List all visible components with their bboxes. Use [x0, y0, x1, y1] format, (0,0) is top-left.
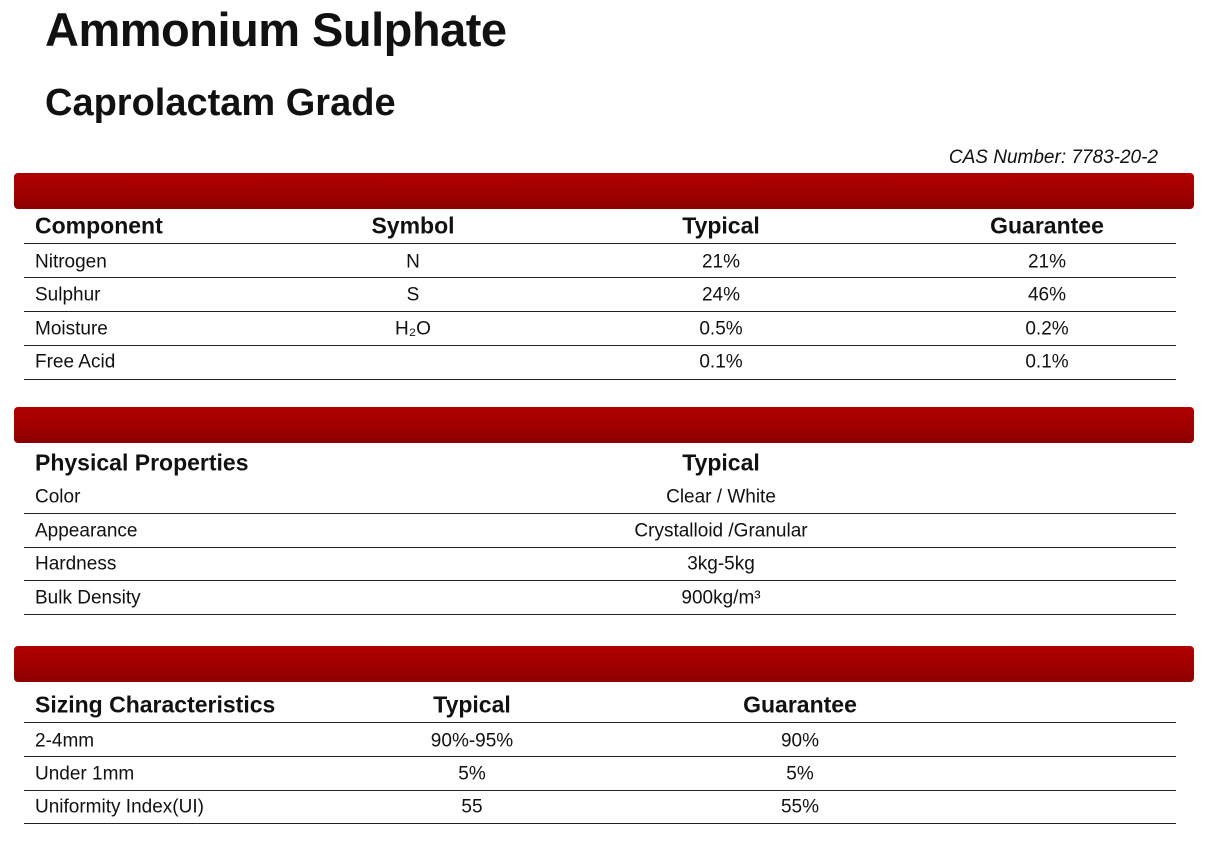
column-header: Guarantee: [990, 212, 1104, 239]
column-header: Typical: [682, 212, 760, 239]
section-bar: [14, 173, 1194, 209]
row-divider: [24, 379, 1176, 380]
row-label: Color: [35, 486, 81, 508]
row-divider: [24, 823, 1176, 824]
column-header: Component: [35, 212, 163, 239]
cell-value: 90%-95%: [430, 730, 514, 752]
cell-value: 3kg-5kg: [687, 553, 755, 575]
row-divider: [24, 722, 1176, 723]
column-header: Symbol: [371, 212, 455, 239]
column-header: Guarantee: [743, 691, 857, 718]
row-divider: [24, 580, 1176, 581]
cell-value: S: [406, 284, 420, 306]
cell-value: 90%: [780, 730, 820, 752]
row-label: Hardness: [35, 553, 117, 575]
cas-number: CAS Number: 7783-20-2: [948, 147, 1158, 168]
cell-value: 900kg/m³: [681, 587, 761, 609]
row-label: 2-4mm: [35, 730, 95, 752]
column-header: Typical: [433, 691, 511, 718]
cell-value: 55%: [780, 796, 820, 818]
row-divider: [24, 790, 1176, 791]
cell-value: Crystalloid /Granular: [634, 520, 808, 542]
row-divider: [24, 547, 1176, 548]
section-bar: [14, 646, 1194, 682]
row-divider: [24, 277, 1176, 278]
cell-value: 24%: [701, 284, 741, 306]
cell-value: 46%: [1027, 284, 1067, 306]
column-header: Typical: [682, 449, 760, 476]
row-divider: [24, 756, 1176, 757]
cell-value: N: [406, 251, 420, 273]
row-divider: [24, 345, 1176, 346]
row-label: Moisture: [35, 318, 108, 340]
section-bar: [14, 407, 1194, 443]
row-label: Uniformity Index(UI): [35, 796, 204, 818]
row-divider: [24, 243, 1176, 244]
row-divider: [24, 513, 1176, 514]
cell-value: 0.1%: [1025, 351, 1069, 373]
row-label: Appearance: [35, 520, 138, 542]
row-label: Under 1mm: [35, 763, 135, 785]
title: Ammonium Sulphate: [45, 3, 507, 56]
row-label: Free Acid: [35, 351, 116, 373]
row-divider: [24, 614, 1176, 615]
column-header: Sizing Characteristics: [35, 691, 276, 718]
row-label: Nitrogen: [35, 251, 107, 273]
cell-value: Clear / White: [666, 486, 776, 508]
cell-value: 21%: [1027, 251, 1067, 273]
subtitle: Caprolactam Grade: [45, 82, 396, 124]
cell-value: 0.1%: [699, 351, 743, 373]
cell-value: 0.2%: [1025, 318, 1069, 340]
cell-value: 5%: [786, 763, 814, 785]
cell-value: 55: [461, 796, 483, 818]
row-label: Sulphur: [35, 284, 101, 306]
column-header: Physical Properties: [35, 449, 249, 476]
cell-value: 21%: [701, 251, 741, 273]
cell-value: 0.5%: [699, 318, 743, 340]
cell-value: H₂O: [395, 318, 431, 340]
cell-value: 5%: [458, 763, 486, 785]
row-label: Bulk Density: [35, 587, 141, 609]
row-divider: [24, 311, 1176, 312]
